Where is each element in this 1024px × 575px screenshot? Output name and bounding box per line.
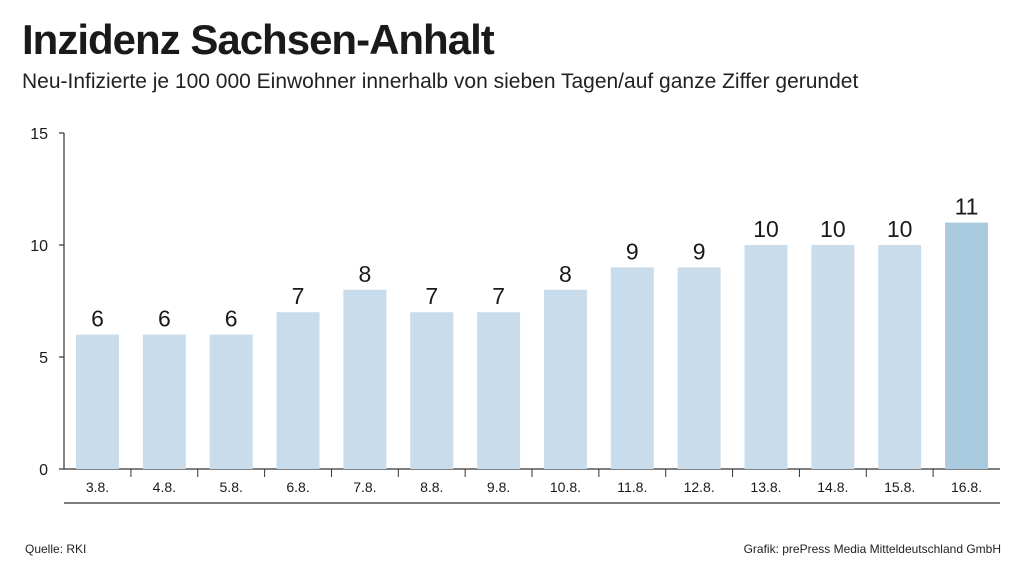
bar [677, 267, 721, 469]
data-label: 7 [492, 283, 505, 309]
data-label: 6 [91, 306, 104, 332]
bar [276, 312, 320, 469]
bar [811, 245, 855, 469]
x-tick-label: 9.8. [487, 479, 510, 495]
x-tick-label: 16.8. [951, 479, 982, 495]
data-label: 10 [753, 216, 779, 242]
data-label: 8 [359, 261, 372, 287]
x-tick-label: 8.8. [420, 479, 443, 495]
bar [76, 334, 119, 469]
data-label: 10 [820, 216, 846, 242]
credit-note: Grafik: prePress Media Mitteldeutschland… [743, 542, 1001, 556]
x-tick-label: 10.8. [550, 479, 581, 495]
data-label: 11 [955, 194, 979, 220]
x-tick-label: 11.8. [617, 479, 647, 495]
x-tick-label: 3.8. [86, 479, 109, 495]
x-tick-label: 7.8. [353, 479, 376, 495]
bar [209, 334, 253, 469]
data-label: 9 [693, 238, 706, 264]
y-tick-label: 15 [30, 126, 48, 143]
data-label: 8 [559, 261, 572, 287]
bar [142, 334, 186, 469]
x-tick-label: 12.8. [684, 479, 715, 495]
bar [610, 267, 654, 469]
y-tick-label: 10 [30, 238, 48, 255]
data-label: 10 [887, 216, 913, 242]
x-tick-label: 4.8. [153, 479, 176, 495]
data-label: 6 [158, 306, 171, 332]
data-label: 6 [225, 306, 238, 332]
bar [744, 245, 788, 469]
bar [477, 312, 521, 469]
bar [343, 289, 387, 469]
bar [945, 222, 989, 469]
data-label: 7 [425, 283, 438, 309]
bar [410, 312, 454, 469]
source-note: Quelle: RKI [25, 542, 87, 556]
x-tick-label: 5.8. [220, 479, 243, 495]
bar [543, 289, 587, 469]
x-tick-label: 15.8. [884, 479, 915, 495]
data-label: 7 [292, 283, 305, 309]
x-tick-label: 6.8. [286, 479, 309, 495]
chart-title: Inzidenz Sachsen-Anhalt [22, 16, 495, 63]
y-tick-label: 0 [39, 462, 48, 479]
x-tick-label: 14.8. [817, 479, 848, 495]
data-label: 9 [626, 238, 639, 264]
x-tick-label: 13.8. [750, 479, 781, 495]
bar [878, 245, 922, 469]
y-tick-label: 5 [39, 350, 48, 367]
chart-subtitle: Neu-Infizierte je 100 000 Einwohner inne… [22, 70, 859, 93]
